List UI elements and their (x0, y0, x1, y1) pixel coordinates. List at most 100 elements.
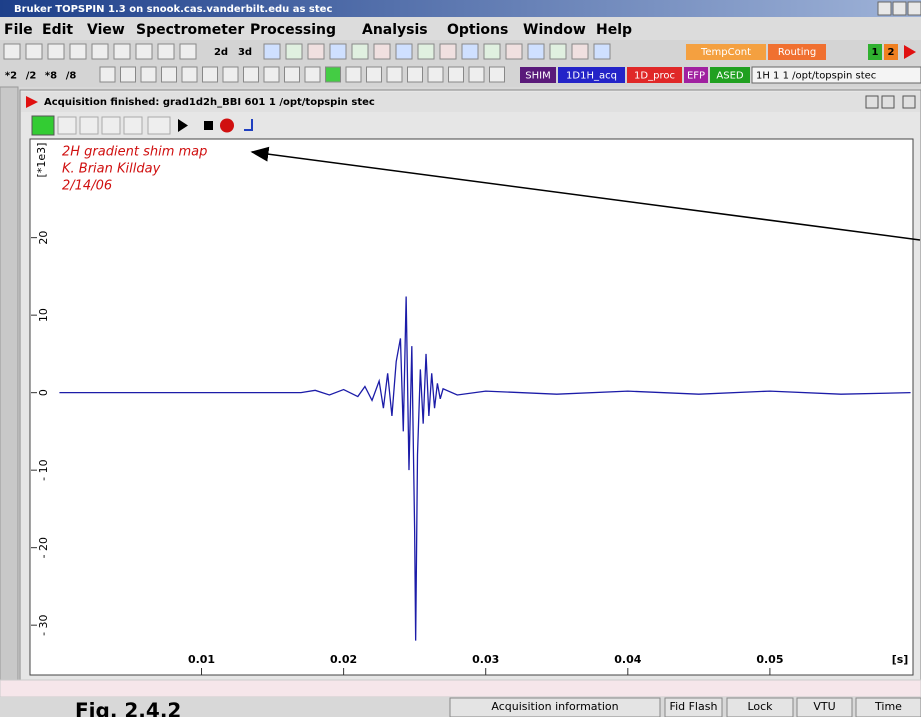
tool-icon[interactable] (243, 66, 259, 83)
toolbar-button[interactable] (768, 44, 826, 60)
tool-icon[interactable] (395, 43, 413, 60)
toolbar-button[interactable] (710, 67, 750, 83)
tool-icon[interactable] (386, 66, 403, 83)
play-button[interactable] (178, 119, 188, 132)
tool-icon[interactable] (307, 43, 325, 60)
tool-icon[interactable] (157, 43, 175, 60)
toolbar-label[interactable]: *2 (5, 71, 17, 82)
tool-icon[interactable] (461, 43, 479, 60)
menu-item[interactable]: File (4, 22, 33, 38)
tool-button[interactable] (147, 116, 171, 135)
tool-icon[interactable] (527, 43, 545, 60)
toolbar-button[interactable] (751, 66, 921, 84)
tool-button[interactable] (31, 115, 55, 136)
tool-icon[interactable] (407, 66, 423, 83)
tool-button[interactable] (101, 116, 121, 135)
tool-icon[interactable] (120, 66, 136, 83)
tool-icon[interactable] (284, 66, 300, 83)
tool-icon[interactable] (325, 66, 341, 83)
toolbar-label[interactable]: *8 (45, 71, 57, 82)
toolbar-label[interactable]: 1D_proc (634, 71, 675, 82)
tool-icon[interactable] (202, 66, 218, 83)
panel-button[interactable] (881, 95, 895, 109)
tool-icon[interactable] (351, 43, 369, 60)
panel-toolbar (31, 115, 253, 136)
tool-icon[interactable] (417, 43, 435, 60)
tool-icon[interactable] (304, 66, 321, 83)
toolbar-button[interactable] (686, 44, 766, 60)
tool-icon[interactable] (263, 66, 280, 83)
stop-button[interactable] (204, 121, 213, 130)
tool-icon[interactable] (366, 66, 382, 83)
tool-icon[interactable] (549, 43, 567, 60)
tool-icon[interactable] (285, 43, 303, 60)
tool-icon[interactable] (904, 45, 916, 59)
toolbar-label[interactable]: ASED (716, 71, 744, 82)
y-unit-label: [*1e3] (35, 143, 48, 178)
tool-icon[interactable] (439, 43, 457, 60)
minimize-button[interactable] (877, 1, 892, 16)
toolbar-button[interactable] (520, 67, 556, 83)
toolbar-label[interactable]: 2d (214, 47, 228, 58)
tool-icon[interactable] (505, 43, 523, 60)
tool-icon[interactable] (140, 66, 157, 83)
status-cell (855, 697, 921, 717)
tool-icon[interactable] (263, 43, 281, 60)
menu-item[interactable]: Window (523, 22, 586, 38)
tool-icon[interactable] (571, 43, 589, 60)
tool-icon[interactable] (345, 66, 362, 83)
tool-button[interactable] (57, 116, 77, 135)
toolbar-label[interactable]: TempCont (700, 47, 751, 58)
tool-icon[interactable] (91, 43, 109, 60)
close-button[interactable] (907, 1, 921, 16)
toolbar-label[interactable]: /2 (26, 71, 37, 82)
toolbar-button[interactable] (884, 44, 898, 60)
tool-icon[interactable] (99, 66, 116, 83)
tool-icon[interactable] (3, 43, 21, 60)
tool-button[interactable] (123, 116, 143, 135)
tool-icon[interactable] (468, 66, 485, 83)
toolbar-label[interactable]: 3d (238, 47, 252, 58)
tool-icon[interactable] (179, 43, 197, 60)
tool-icon[interactable] (222, 66, 239, 83)
tool-icon[interactable] (427, 66, 444, 83)
return-button[interactable] (244, 119, 253, 131)
tool-icon[interactable] (25, 43, 43, 60)
toolbar-button[interactable] (627, 67, 682, 83)
toolbar-label[interactable]: SHIM (525, 71, 550, 82)
tool-icon[interactable] (161, 66, 177, 83)
menu-item[interactable]: View (87, 22, 125, 38)
tool-icon[interactable] (329, 43, 347, 60)
toolbar-label[interactable]: EFP (687, 71, 705, 82)
halt-button[interactable] (220, 118, 234, 133)
toolbar-label[interactable]: /8 (66, 71, 77, 82)
toolbar-label[interactable]: Routing (778, 47, 816, 58)
menu-item[interactable]: Processing (250, 22, 336, 38)
tool-icon[interactable] (113, 43, 131, 60)
toolbar-label[interactable]: 1 (872, 47, 879, 58)
toolbar-button[interactable] (868, 44, 882, 60)
tool-icon[interactable] (593, 43, 611, 60)
tool-icon[interactable] (181, 66, 198, 83)
menu-item[interactable]: Spectrometer (136, 22, 244, 38)
toolbar-label[interactable]: 1H 1 1 /opt/topspin stec (756, 71, 876, 82)
tool-icon[interactable] (69, 43, 87, 60)
toolbar-button[interactable] (684, 67, 708, 83)
toolbar-label[interactable]: 1D1H_acq (566, 71, 617, 82)
menu-item[interactable]: Options (447, 22, 508, 38)
menu-item[interactable]: Edit (42, 22, 73, 38)
toolbar-button[interactable] (558, 67, 625, 83)
tool-icon[interactable] (47, 43, 65, 60)
menu-item[interactable]: Help (596, 22, 632, 38)
maximize-button[interactable] (892, 1, 907, 16)
tool-icon[interactable] (448, 66, 464, 83)
toolbar-label[interactable]: 2 (888, 47, 895, 58)
tool-button[interactable] (79, 116, 99, 135)
tool-icon[interactable] (135, 43, 153, 60)
tool-icon[interactable] (483, 43, 501, 60)
panel-button[interactable] (865, 95, 879, 109)
panel-close[interactable] (902, 95, 916, 109)
tool-icon[interactable] (489, 66, 505, 83)
tool-icon[interactable] (373, 43, 391, 60)
menu-item[interactable]: Analysis (362, 22, 428, 38)
